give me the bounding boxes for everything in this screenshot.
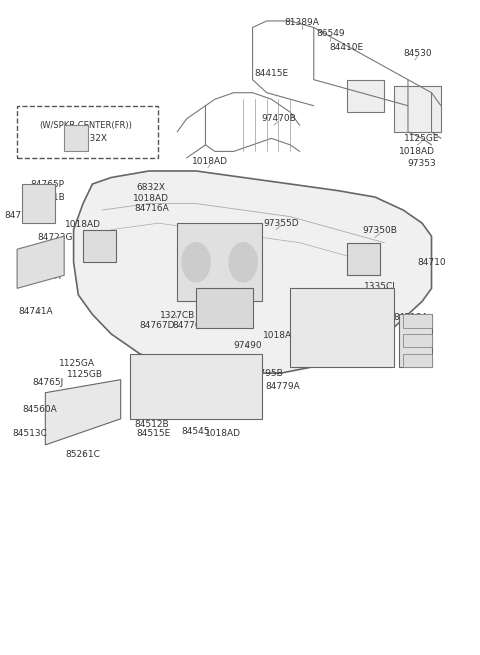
Bar bbox=[83, 230, 116, 262]
Text: 86549: 86549 bbox=[318, 331, 347, 341]
Text: 84710: 84710 bbox=[417, 258, 446, 267]
Text: 55D86: 55D86 bbox=[401, 323, 432, 332]
Bar bbox=[394, 86, 441, 132]
Text: 6832X: 6832X bbox=[137, 183, 166, 192]
Text: 1018AD: 1018AD bbox=[65, 220, 101, 229]
Bar bbox=[398, 314, 432, 367]
Text: 84723G: 84723G bbox=[37, 233, 72, 242]
Text: 84515E: 84515E bbox=[136, 429, 171, 438]
Text: 97470B: 97470B bbox=[261, 114, 296, 123]
Text: 1018AD: 1018AD bbox=[399, 147, 435, 156]
Text: 1018AD: 1018AD bbox=[192, 157, 228, 166]
Text: 1327CB: 1327CB bbox=[159, 311, 195, 320]
Text: 85261C: 85261C bbox=[66, 449, 100, 458]
Text: 97355D: 97355D bbox=[263, 219, 299, 228]
Text: 84767D: 84767D bbox=[140, 321, 175, 330]
Text: 1018AD: 1018AD bbox=[133, 194, 169, 203]
Text: 84741A: 84741A bbox=[19, 307, 53, 316]
Circle shape bbox=[229, 243, 257, 282]
Bar bbox=[177, 223, 262, 301]
Text: 84716A: 84716A bbox=[134, 204, 168, 214]
Text: 1335CJ: 1335CJ bbox=[364, 282, 396, 291]
Bar bbox=[403, 334, 432, 347]
Circle shape bbox=[182, 243, 210, 282]
Text: 84778C: 84778C bbox=[4, 211, 39, 220]
Polygon shape bbox=[45, 380, 120, 445]
Bar bbox=[64, 125, 88, 151]
Text: 84510: 84510 bbox=[137, 409, 166, 418]
Text: 84779A: 84779A bbox=[266, 382, 300, 390]
Text: 1125GA: 1125GA bbox=[60, 359, 96, 368]
Text: 97350B: 97350B bbox=[362, 227, 397, 235]
Text: 6832X: 6832X bbox=[78, 134, 107, 143]
Polygon shape bbox=[22, 184, 55, 223]
Bar bbox=[347, 243, 380, 275]
Text: 84770: 84770 bbox=[172, 321, 201, 330]
Text: 84415E: 84415E bbox=[254, 69, 288, 78]
Text: 97490: 97490 bbox=[234, 341, 262, 350]
Text: 81389A: 81389A bbox=[285, 18, 320, 27]
Text: 84530: 84530 bbox=[403, 49, 432, 58]
Text: 84513A: 84513A bbox=[393, 313, 428, 322]
Bar bbox=[403, 354, 432, 367]
Polygon shape bbox=[73, 171, 432, 373]
Polygon shape bbox=[17, 236, 64, 288]
Text: 84765P: 84765P bbox=[31, 179, 65, 189]
Bar bbox=[347, 80, 384, 112]
Text: 84560A: 84560A bbox=[22, 405, 57, 413]
Text: 84733G: 84733G bbox=[295, 316, 331, 326]
Text: 1018AD: 1018AD bbox=[263, 331, 299, 341]
Bar bbox=[17, 105, 158, 158]
Text: 97353: 97353 bbox=[408, 159, 436, 168]
Text: 86549: 86549 bbox=[316, 29, 345, 39]
Text: 84512B: 84512B bbox=[134, 420, 168, 428]
Text: 85261B: 85261B bbox=[30, 193, 65, 202]
Text: (W/SPKR-CENTER(FR)): (W/SPKR-CENTER(FR)) bbox=[39, 121, 132, 130]
Text: 1125GE: 1125GE bbox=[404, 134, 440, 143]
Bar bbox=[403, 314, 432, 328]
Text: 84410E: 84410E bbox=[330, 43, 364, 52]
Bar bbox=[290, 288, 394, 367]
Text: 1018AD: 1018AD bbox=[205, 429, 241, 438]
Text: 84765J: 84765J bbox=[32, 379, 63, 388]
Text: 84545: 84545 bbox=[182, 427, 210, 436]
Text: 84795B: 84795B bbox=[248, 369, 283, 378]
Text: 1125GB: 1125GB bbox=[67, 370, 103, 379]
Text: 84513C: 84513C bbox=[13, 429, 48, 438]
Text: 84450H: 84450H bbox=[27, 272, 62, 281]
Text: 97480: 97480 bbox=[18, 248, 47, 257]
Bar bbox=[196, 288, 252, 328]
Bar bbox=[130, 354, 262, 419]
